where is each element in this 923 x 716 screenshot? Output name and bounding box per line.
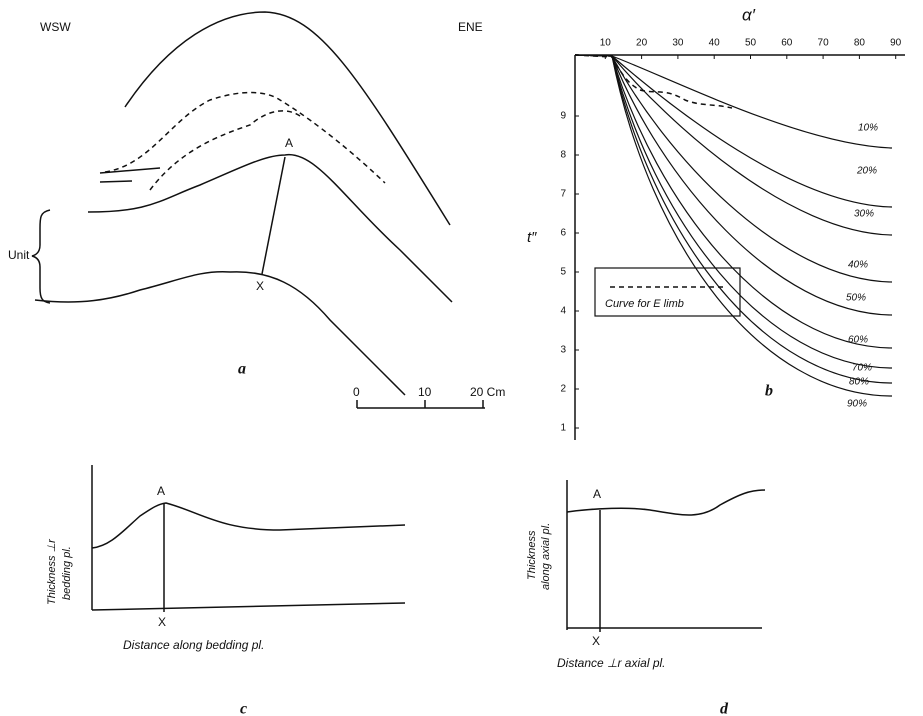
y-tick-label: 3 (560, 345, 566, 356)
panel-d: A X Thickness along axial pl. Distance ⊥… (526, 480, 766, 716)
label: ENE (458, 20, 483, 34)
fold-line (99, 180, 133, 183)
x-tick-label: 60 (781, 38, 793, 49)
point-label: A (285, 136, 293, 150)
x-tick-label: 90 (890, 38, 902, 49)
fold-line (99, 167, 161, 174)
panel-a: WSW ENE A X Unit a (8, 11, 483, 396)
curve-label: 10% (858, 123, 878, 134)
x-tick-label: 50 (745, 38, 757, 49)
y-tick-label: 5 (560, 267, 566, 278)
percent-curve (574, 54, 893, 369)
percent-curve (574, 54, 893, 208)
x-tick-label: 30 (672, 38, 684, 49)
axis-label: t″ (527, 229, 537, 246)
curve-label: 30% (854, 209, 874, 220)
y-tick-label: 1 (560, 423, 566, 434)
y-tick-label: 9 (560, 111, 566, 122)
axis-label: bedding pl. (61, 546, 73, 600)
percent-curve (574, 54, 893, 349)
legend-box (594, 267, 741, 317)
curve-label: 40% (848, 260, 868, 271)
x-tick-label: 10 (600, 38, 612, 49)
fold-line (87, 154, 453, 303)
brace (31, 209, 51, 304)
x-tick-label: 40 (709, 38, 721, 49)
fold-line (124, 11, 451, 226)
scale-bar: 0 10 20 Cm (353, 385, 505, 409)
label: WSW (40, 20, 71, 34)
point-label: A (593, 487, 601, 501)
axis-label: Thickness ⊥r (46, 538, 58, 605)
axis-label: α′ (742, 5, 756, 24)
panel-b: α′ t″ Curve for E limb b 10 20 30 40 50 60 70 8… (527, 5, 905, 440)
scale-label: 0 (353, 385, 360, 399)
curve-label: 50% (846, 293, 866, 304)
axis-label: along axial pl. (540, 523, 552, 590)
point-label: A (157, 484, 165, 498)
y-tick-label: 2 (560, 384, 566, 395)
axis-label: Distance ⊥r axial pl. (557, 656, 666, 670)
scale-label: 10 (418, 385, 432, 399)
axis-label: Distance along bedding pl. (123, 638, 264, 652)
y-tick-label: 7 (560, 189, 566, 200)
curve-label: 60% (848, 335, 868, 346)
caption: d (720, 701, 729, 716)
label: Unit (8, 248, 30, 262)
percent-curve (574, 54, 893, 384)
axis-label: Thickness (526, 530, 538, 580)
curve-label: 20% (856, 166, 877, 177)
thickness-curve (566, 489, 766, 516)
y-tick-label: 6 (560, 228, 566, 239)
y-tick-label: 4 (560, 306, 566, 317)
fold-line (104, 91, 386, 184)
point-label: X (592, 634, 600, 648)
x-tick-label: 80 (854, 38, 866, 49)
percent-curve (574, 54, 893, 397)
fold-line (34, 270, 406, 396)
panel-c: A X Thickness ⊥r bedding pl. Distance al… (46, 465, 406, 716)
point-label: X (158, 615, 166, 629)
legend-text: Curve for E limb (605, 298, 684, 310)
x-tick-label: 70 (818, 38, 830, 49)
axis (91, 602, 406, 611)
percent-curve (574, 54, 893, 283)
curve-label: 80% (849, 377, 869, 388)
thickness-curve (91, 502, 406, 549)
percent-curve (574, 54, 893, 316)
percent-curve (574, 54, 893, 236)
caption: c (240, 701, 247, 716)
curve-label: 90% (847, 399, 867, 410)
thickness-line (261, 156, 286, 275)
percent-curve (574, 54, 893, 149)
fold-line (149, 110, 301, 191)
caption: a (238, 361, 246, 378)
point-label: X (256, 279, 264, 293)
caption: b (765, 383, 773, 400)
x-tick-label: 20 (636, 38, 648, 49)
y-tick-label: 8 (560, 150, 566, 161)
scale-label: 20 Cm (470, 385, 505, 399)
curve-label: 70% (852, 363, 872, 374)
